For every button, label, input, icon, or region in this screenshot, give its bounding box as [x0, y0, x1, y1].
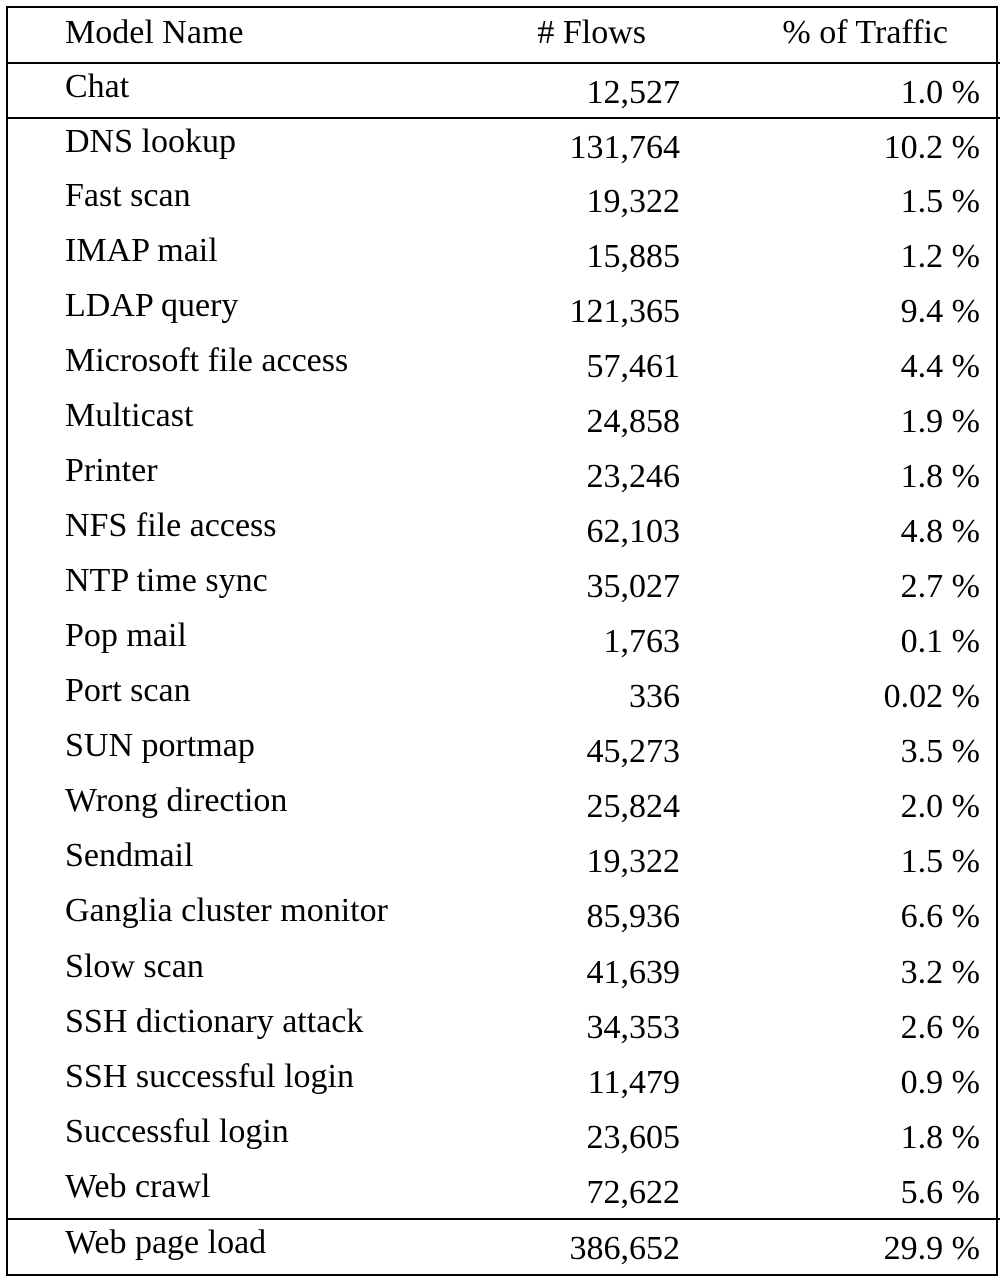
cell-flows: 35,027 — [586, 568, 681, 606]
cell-flows: 45,273 — [586, 733, 681, 771]
cell-model-name: Ganglia cluster monitor — [65, 892, 388, 930]
cell-model-name: DNS lookup — [65, 123, 236, 161]
cell-flows: 1,763 — [603, 623, 681, 661]
cell-model-name: Printer — [65, 452, 158, 490]
cell-model-name: Wrong direction — [65, 782, 288, 820]
cell-traffic: 4.8 % — [900, 513, 980, 551]
table-row: Web crawl 72,622 5.6 % — [8, 1164, 1000, 1219]
cell-flows: 62,103 — [586, 513, 681, 551]
cell-flows: 386,652 — [569, 1229, 681, 1267]
cell-traffic: 0.1 % — [900, 623, 980, 661]
cell-traffic: 5.6 % — [900, 1173, 980, 1211]
table-row: Pop mail 1,763 0.1 % — [8, 613, 1000, 668]
cell-model-name: Slow scan — [65, 947, 204, 985]
cell-model-name: Port scan — [65, 672, 191, 710]
table-row: NTP time sync 35,027 2.7 % — [8, 558, 1000, 613]
cell-model-name: SSH successful login — [65, 1057, 354, 1095]
cell-traffic: 2.6 % — [900, 1008, 980, 1046]
cell-traffic: 1.2 % — [900, 238, 980, 276]
traffic-model-table: Model Name # Flows % of Traffic Chat 12,… — [6, 6, 1000, 1276]
table-row: Printer 23,246 1.8 % — [8, 448, 1000, 503]
cell-flows: 131,764 — [569, 129, 681, 167]
table-row: Chat 12,527 1.0 % — [8, 63, 1000, 119]
cell-model-name: Web crawl — [65, 1167, 211, 1205]
cell-flows: 41,639 — [586, 953, 681, 991]
cell-flows: 19,322 — [586, 183, 681, 221]
cell-traffic: 4.4 % — [900, 348, 980, 386]
table-row: Wrong direction 25,824 2.0 % — [8, 778, 1000, 833]
cell-flows: 121,365 — [569, 293, 681, 331]
table-row: IMAP mail 15,885 1.2 % — [8, 228, 1000, 283]
header-row: Model Name # Flows % of Traffic — [8, 8, 1000, 63]
cell-traffic: 3.5 % — [900, 733, 980, 771]
cell-traffic: 1.8 % — [900, 1118, 980, 1156]
table-row: Web page load 386,652 29.9 % — [8, 1218, 1000, 1274]
table-row: Successful login 23,605 1.8 % — [8, 1109, 1000, 1164]
cell-traffic: 0.9 % — [900, 1063, 980, 1101]
cell-flows: 12,527 — [586, 74, 681, 111]
table-row: Ganglia cluster monitor 85,936 6.6 % — [8, 888, 1000, 943]
table-body: Chat 12,527 1.0 % DNS lookup 131,764 10.… — [8, 63, 1000, 1274]
table-row: Microsoft file access 57,461 4.4 % — [8, 338, 1000, 393]
table-row: LDAP query 121,365 9.4 % — [8, 283, 1000, 338]
table-row: Fast scan 19,322 1.5 % — [8, 173, 1000, 228]
cell-flows: 34,353 — [586, 1008, 681, 1046]
cell-traffic: 29.9 % — [883, 1229, 980, 1267]
cell-flows: 57,461 — [586, 348, 681, 386]
header-model-name: Model Name — [65, 14, 244, 51]
table-row: SSH dictionary attack 34,353 2.6 % — [8, 999, 1000, 1054]
cell-model-name: Web page load — [65, 1223, 267, 1261]
cell-traffic: 10.2 % — [883, 129, 980, 167]
cell-flows: 24,858 — [586, 403, 681, 441]
header-flows: # Flows — [537, 14, 646, 51]
cell-model-name: Chat — [65, 68, 130, 105]
cell-traffic: 6.6 % — [900, 898, 980, 936]
cell-model-name: Successful login — [65, 1112, 289, 1150]
cell-flows: 85,936 — [586, 898, 681, 936]
cell-traffic: 2.7 % — [900, 568, 980, 606]
table-row: NFS file access 62,103 4.8 % — [8, 503, 1000, 558]
cell-model-name: Fast scan — [65, 177, 191, 215]
header-traffic: % of Traffic — [782, 14, 948, 51]
cell-traffic: 1.5 % — [900, 183, 980, 221]
cell-traffic: 2.0 % — [900, 788, 980, 826]
cell-flows: 23,246 — [586, 458, 681, 496]
table-row: Sendmail 19,322 1.5 % — [8, 833, 1000, 888]
table-row: SSH successful login 11,479 0.9 % — [8, 1054, 1000, 1109]
cell-traffic: 1.0 % — [900, 74, 980, 111]
cell-model-name: Pop mail — [65, 617, 187, 655]
cell-flows: 15,885 — [586, 238, 681, 276]
cell-flows: 11,479 — [587, 1063, 680, 1101]
cell-model-name: SSH dictionary attack — [65, 1002, 364, 1040]
cell-model-name: IMAP mail — [65, 232, 218, 270]
cell-model-name: Microsoft file access — [65, 342, 349, 380]
cell-flows: 23,605 — [586, 1118, 681, 1156]
cell-model-name: NFS file access — [65, 507, 277, 545]
table-row: Slow scan 41,639 3.2 % — [8, 944, 1000, 999]
table-row: Port scan 336 0.02 % — [8, 668, 1000, 723]
table-row: SUN portmap 45,273 3.5 % — [8, 723, 1000, 778]
cell-model-name: SUN portmap — [65, 727, 255, 765]
cell-traffic: 9.4 % — [900, 293, 980, 331]
cell-flows: 19,322 — [586, 843, 681, 881]
cell-flows: 72,622 — [586, 1173, 681, 1211]
table-row: Multicast 24,858 1.9 % — [8, 393, 1000, 448]
cell-traffic: 1.8 % — [900, 458, 980, 496]
cell-model-name: Multicast — [65, 397, 194, 435]
cell-model-name: NTP time sync — [65, 562, 268, 600]
cell-model-name: Sendmail — [65, 837, 194, 875]
cell-flows: 25,824 — [586, 788, 681, 826]
cell-traffic: 1.9 % — [900, 403, 980, 441]
cell-model-name: LDAP query — [65, 287, 239, 325]
cell-traffic: 1.5 % — [900, 843, 980, 881]
table-header: Model Name # Flows % of Traffic — [8, 8, 1000, 63]
cell-traffic: 0.02 % — [883, 678, 980, 716]
flows-table: Model Name # Flows % of Traffic Chat 12,… — [8, 8, 1000, 1274]
cell-traffic: 3.2 % — [900, 953, 980, 991]
table-row: DNS lookup 131,764 10.2 % — [8, 118, 1000, 173]
cell-flows: 336 — [629, 678, 680, 716]
